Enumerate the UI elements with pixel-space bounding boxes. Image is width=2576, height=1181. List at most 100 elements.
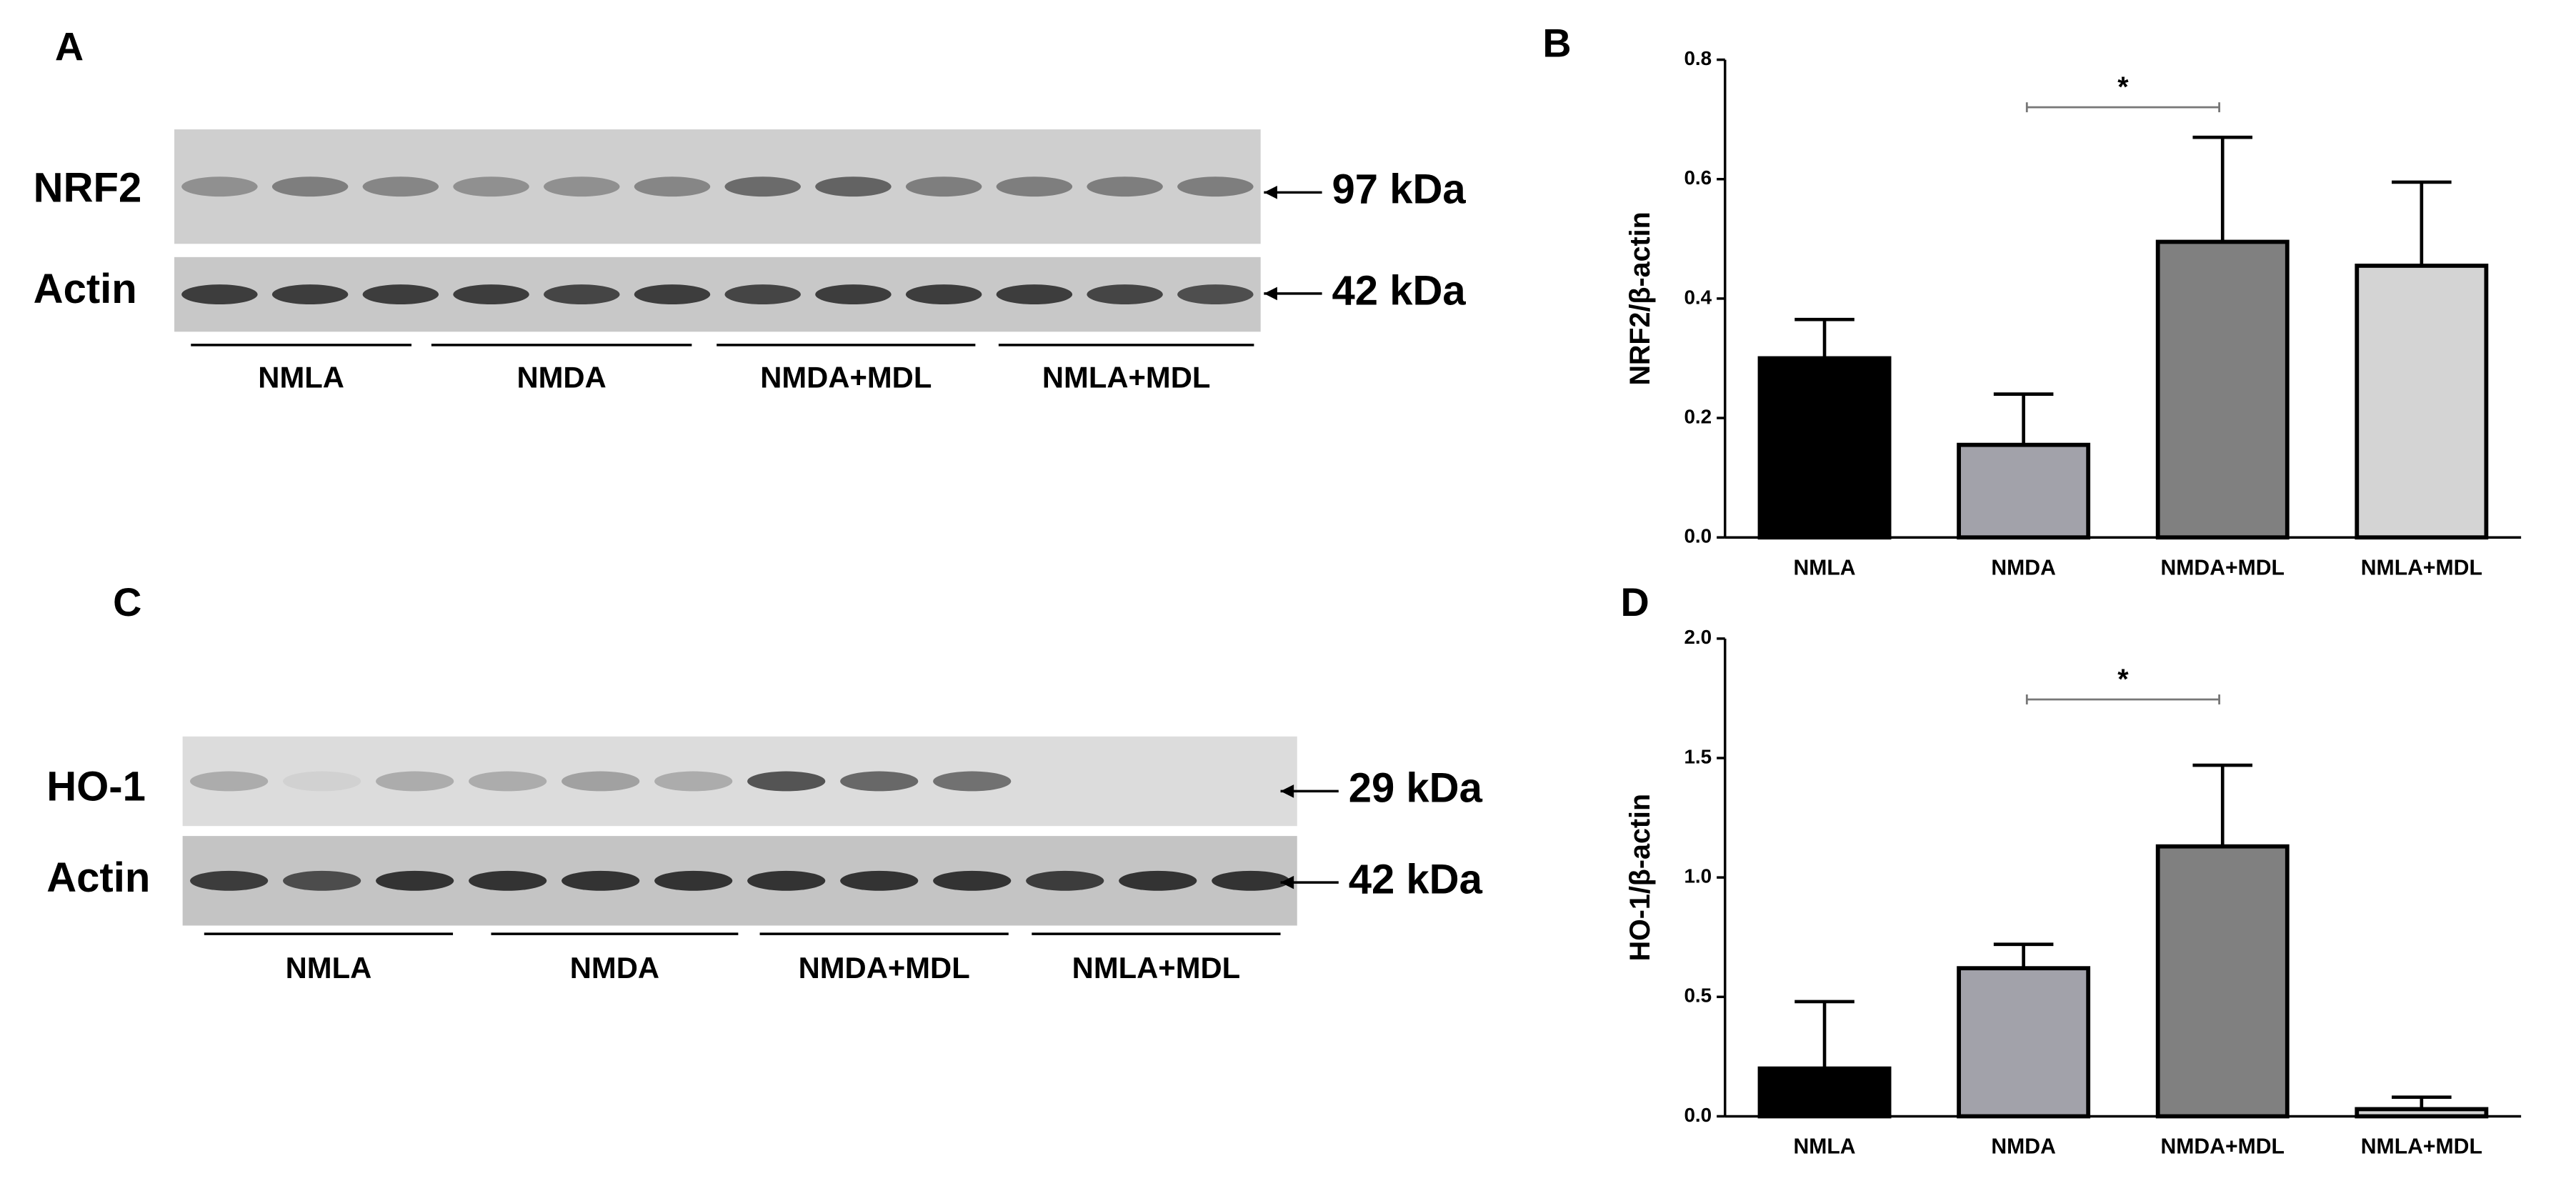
blot-band <box>453 284 529 305</box>
blot-band <box>933 771 1012 792</box>
y-tick-label: 0.0 <box>1684 1104 1712 1126</box>
blot-band <box>933 870 1012 891</box>
blot-band <box>190 771 269 792</box>
panel-label: A <box>55 24 84 69</box>
x-tick-label: NMLA+MDL <box>2361 1135 2482 1159</box>
blot-strip <box>182 736 1297 827</box>
blot-band <box>1119 870 1197 891</box>
blot-band <box>362 284 439 305</box>
blot-band <box>283 870 361 891</box>
significance-label: * <box>2117 664 2129 695</box>
blot-size-label: 29 kDa <box>1349 765 1483 812</box>
panel-label: D <box>1620 580 1649 624</box>
blot-band <box>544 284 620 305</box>
blot-band <box>724 284 801 305</box>
bar <box>2355 1107 2489 1119</box>
group-label: NMLA+MDL <box>1042 361 1210 394</box>
arrow-head <box>1280 875 1294 890</box>
group-label: NMDA <box>570 951 659 985</box>
blot-band <box>1212 870 1290 891</box>
bar <box>2155 239 2290 540</box>
blot-row-label: HO-1 <box>46 763 146 809</box>
blot-band <box>747 771 826 792</box>
bar <box>1757 1066 1892 1119</box>
blot-band <box>905 176 982 197</box>
x-tick-label: NMDA+MDL <box>2160 1135 2284 1159</box>
y-tick-label: 0.2 <box>1684 405 1712 427</box>
blot-band <box>190 870 269 891</box>
y-axis-label: NRF2/β-actin <box>1624 211 1656 385</box>
blot-band <box>654 771 733 792</box>
x-tick-label: NMDA+MDL <box>2160 556 2284 579</box>
blot-band <box>840 771 919 792</box>
blot-band <box>634 176 711 197</box>
blot-size-label: 42 kDa <box>1349 856 1483 902</box>
blot-band <box>1177 284 1254 305</box>
blot-band <box>376 870 454 891</box>
bar <box>2155 844 2290 1119</box>
blot-row-label: NRF2 <box>34 164 142 211</box>
blot-band <box>283 771 361 792</box>
y-tick-label: 0.4 <box>1684 286 1712 308</box>
blot-band <box>1177 176 1254 197</box>
arrow-head <box>1264 286 1277 301</box>
blot-band <box>634 284 711 305</box>
y-tick-label: 1.0 <box>1684 865 1712 887</box>
blot-band <box>724 176 801 197</box>
blot-band <box>544 176 620 197</box>
x-tick-label: NMDA <box>1991 1135 2056 1159</box>
blot-strip <box>182 836 1297 926</box>
blot-strip <box>174 129 1261 244</box>
blot-band <box>181 176 258 197</box>
blot-band <box>996 176 1073 197</box>
group-label: NMDA+MDL <box>799 951 970 985</box>
significance-label: * <box>2117 71 2129 103</box>
x-tick-label: NMLA <box>1793 1135 1855 1159</box>
blot-strip <box>174 256 1261 332</box>
blot-row-label: Actin <box>46 854 150 901</box>
blot-band <box>561 771 640 792</box>
bar <box>1957 966 2091 1119</box>
blot-band <box>271 176 349 197</box>
blot-band <box>453 176 529 197</box>
blot-band <box>996 284 1073 305</box>
blot-band <box>561 870 640 891</box>
y-tick-label: 1.5 <box>1684 745 1712 767</box>
y-tick-label: 0.0 <box>1684 525 1712 547</box>
blot-band <box>181 284 258 305</box>
group-label: NMDA+MDL <box>760 361 932 394</box>
panel-label: B <box>1542 21 1571 66</box>
y-tick-label: 0.5 <box>1684 985 1712 1007</box>
panel-label: C <box>113 580 141 624</box>
blot-band <box>654 870 733 891</box>
blot-row-label: Actin <box>34 266 137 312</box>
blot-band <box>815 176 892 197</box>
blot-band <box>815 284 892 305</box>
group-label: NMLA <box>258 361 344 394</box>
x-tick-label: NMLA <box>1793 556 1855 579</box>
group-label: NMDA <box>516 361 606 394</box>
y-tick-label: 2.0 <box>1684 626 1712 648</box>
blot-band <box>376 771 454 792</box>
group-label: NMLA+MDL <box>1072 951 1240 985</box>
blot-band <box>1087 284 1163 305</box>
blot-band <box>747 870 826 891</box>
group-label: NMLA <box>286 951 372 985</box>
bar <box>1957 442 2091 540</box>
blot-band <box>1026 870 1104 891</box>
blot-size-label: 42 kDa <box>1332 267 1467 314</box>
y-axis-label: HO-1/β-actin <box>1624 794 1656 962</box>
arrow-head <box>1264 186 1277 199</box>
blot-band <box>840 870 919 891</box>
y-tick-label: 0.6 <box>1684 166 1712 189</box>
x-tick-label: NMDA <box>1991 556 2056 579</box>
arrow-head <box>1280 784 1294 798</box>
blot-band <box>469 870 547 891</box>
bar <box>2355 264 2489 540</box>
blot-band <box>362 176 439 197</box>
blot-band <box>271 284 349 305</box>
blot-size-label: 97 kDa <box>1332 166 1467 213</box>
y-tick-label: 0.8 <box>1684 47 1712 69</box>
